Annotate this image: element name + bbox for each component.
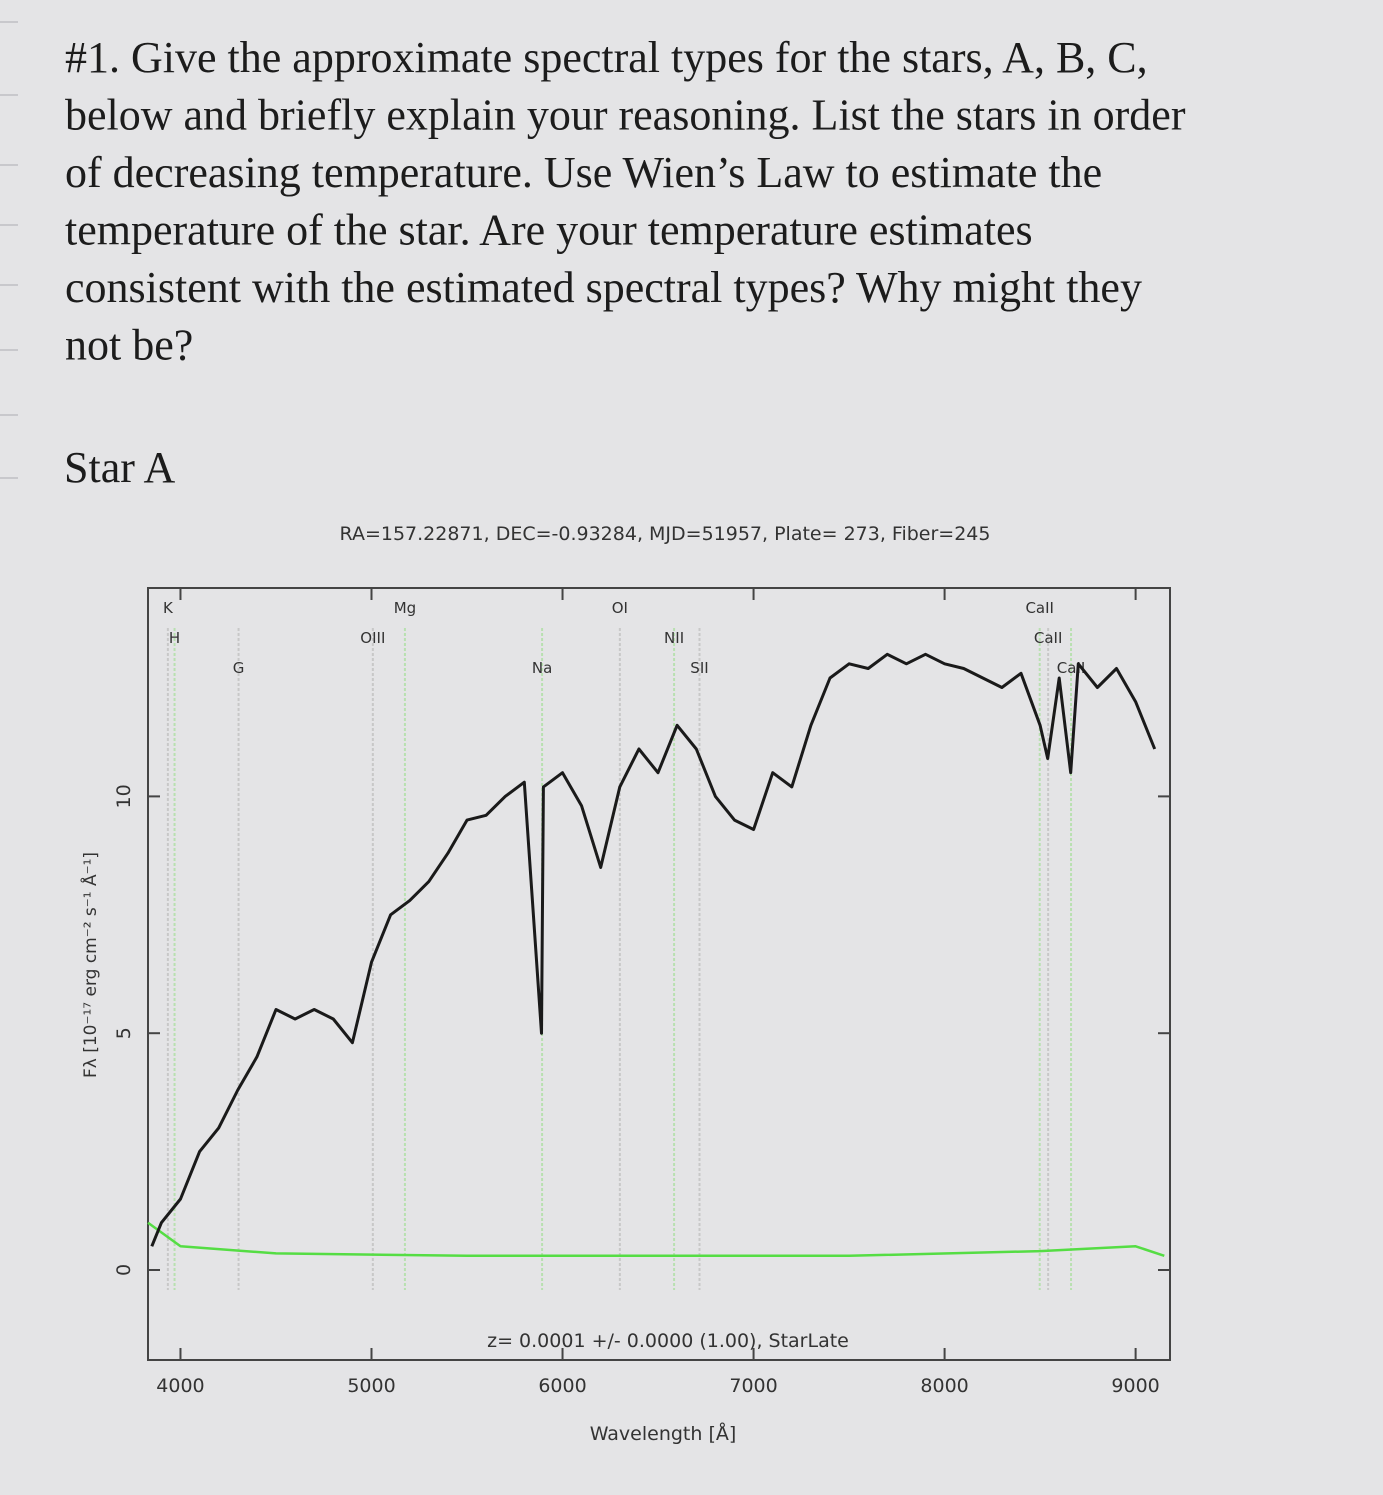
y-axis-label: Fλ [10⁻¹⁷ erg cm⁻² s⁻¹ Å⁻¹] (79, 852, 101, 1078)
spectral-line-label: Mg (394, 599, 416, 617)
x-axis-label: Wavelength [Å] (590, 1422, 737, 1445)
x-tick-label: 7000 (729, 1375, 777, 1397)
y-tick-label: 0 (113, 1264, 135, 1276)
question-line: of decreasing temperature. Use Wien’s La… (65, 148, 1102, 197)
spectral-line-label: OIII (360, 629, 385, 647)
spectral-line-label: Na (532, 659, 552, 677)
chart-title: RA=157.22871, DEC=-0.93284, MJD=51957, P… (340, 523, 991, 545)
annotation: z= 0.0001 +/- 0.0000 (1.00), StarLate (487, 1330, 849, 1352)
y-tick-label: 10 (113, 784, 135, 808)
spectral-line-label: K (163, 599, 174, 617)
x-tick-label: 9000 (1111, 1375, 1159, 1397)
x-tick-label: 8000 (920, 1375, 968, 1397)
series-line (147, 1221, 1165, 1258)
spectral-line-label: OI (612, 599, 628, 617)
spectral-line-label: G (233, 659, 245, 677)
spectral-line-label: CaII (1034, 629, 1063, 647)
question-line: consistent with the estimated spectral t… (65, 263, 1142, 312)
y-tick-label: 5 (113, 1027, 135, 1039)
x-tick-label: 5000 (347, 1375, 395, 1397)
x-tick-label: 4000 (156, 1375, 204, 1397)
spectral-line-label: H (169, 629, 180, 647)
question-line: temperature of the star. Are your temper… (65, 206, 1033, 255)
question-line: #1. Give the approximate spectral types … (65, 33, 1148, 82)
question-line: below and briefly explain your reasoning… (65, 91, 1186, 140)
x-tick-label: 6000 (538, 1375, 586, 1397)
spectral-line-label: SII (690, 659, 708, 677)
series-line (150, 652, 1157, 1247)
heading: Star A (64, 443, 175, 492)
question-line: not be? (65, 321, 193, 370)
spectral-line-label: NII (664, 629, 684, 647)
spectral-line-label: CaII (1025, 599, 1054, 617)
plot-frame (147, 587, 1171, 1361)
